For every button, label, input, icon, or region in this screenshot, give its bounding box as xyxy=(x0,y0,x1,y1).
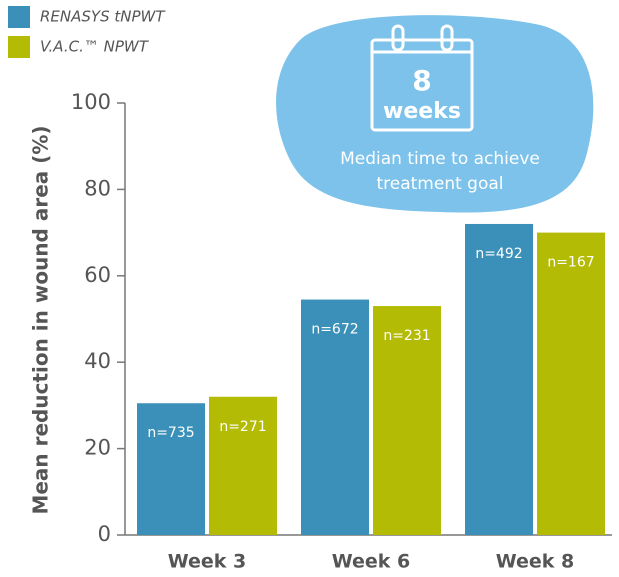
y-tick-label: 20 xyxy=(84,436,111,460)
x-tick-label: Week 3 xyxy=(168,551,247,573)
bar-annotation: n=271 xyxy=(219,419,266,435)
bar-annotation: n=672 xyxy=(311,322,358,338)
bar-annotation: n=231 xyxy=(383,328,430,344)
legend-label: V.A.C.™ NPWT xyxy=(40,38,150,56)
y-tick-label: 100 xyxy=(71,90,111,114)
legend-label: RENASYS tNPWT xyxy=(40,8,166,26)
bar-annotation: n=167 xyxy=(547,255,594,271)
bar xyxy=(465,223,533,535)
y-tick-label: 60 xyxy=(84,263,111,287)
y-tick-label: 40 xyxy=(84,349,111,373)
bar-annotation: n=735 xyxy=(147,425,194,441)
callout-shape xyxy=(276,15,594,213)
callout-text: treatment goal xyxy=(376,174,503,194)
y-tick-label: 80 xyxy=(84,176,111,200)
x-tick-label: Week 8 xyxy=(496,551,575,573)
callout-number: 8 xyxy=(412,64,431,97)
bar xyxy=(137,403,205,535)
callout-text: Median time to achieve xyxy=(340,149,540,169)
x-tick-label: Week 6 xyxy=(332,551,411,573)
calendar-icon xyxy=(370,24,474,132)
bar xyxy=(373,306,441,535)
y-tick-label: 0 xyxy=(98,522,111,546)
y-axis-label: Mean reduction in wound area (%) xyxy=(29,125,53,514)
bar xyxy=(209,396,277,535)
bar xyxy=(537,232,605,535)
callout-unit: weeks xyxy=(383,99,461,124)
legend-swatch xyxy=(8,6,30,28)
bar-annotation: n=492 xyxy=(475,246,522,262)
legend-swatch xyxy=(8,36,30,58)
bar xyxy=(301,299,369,535)
